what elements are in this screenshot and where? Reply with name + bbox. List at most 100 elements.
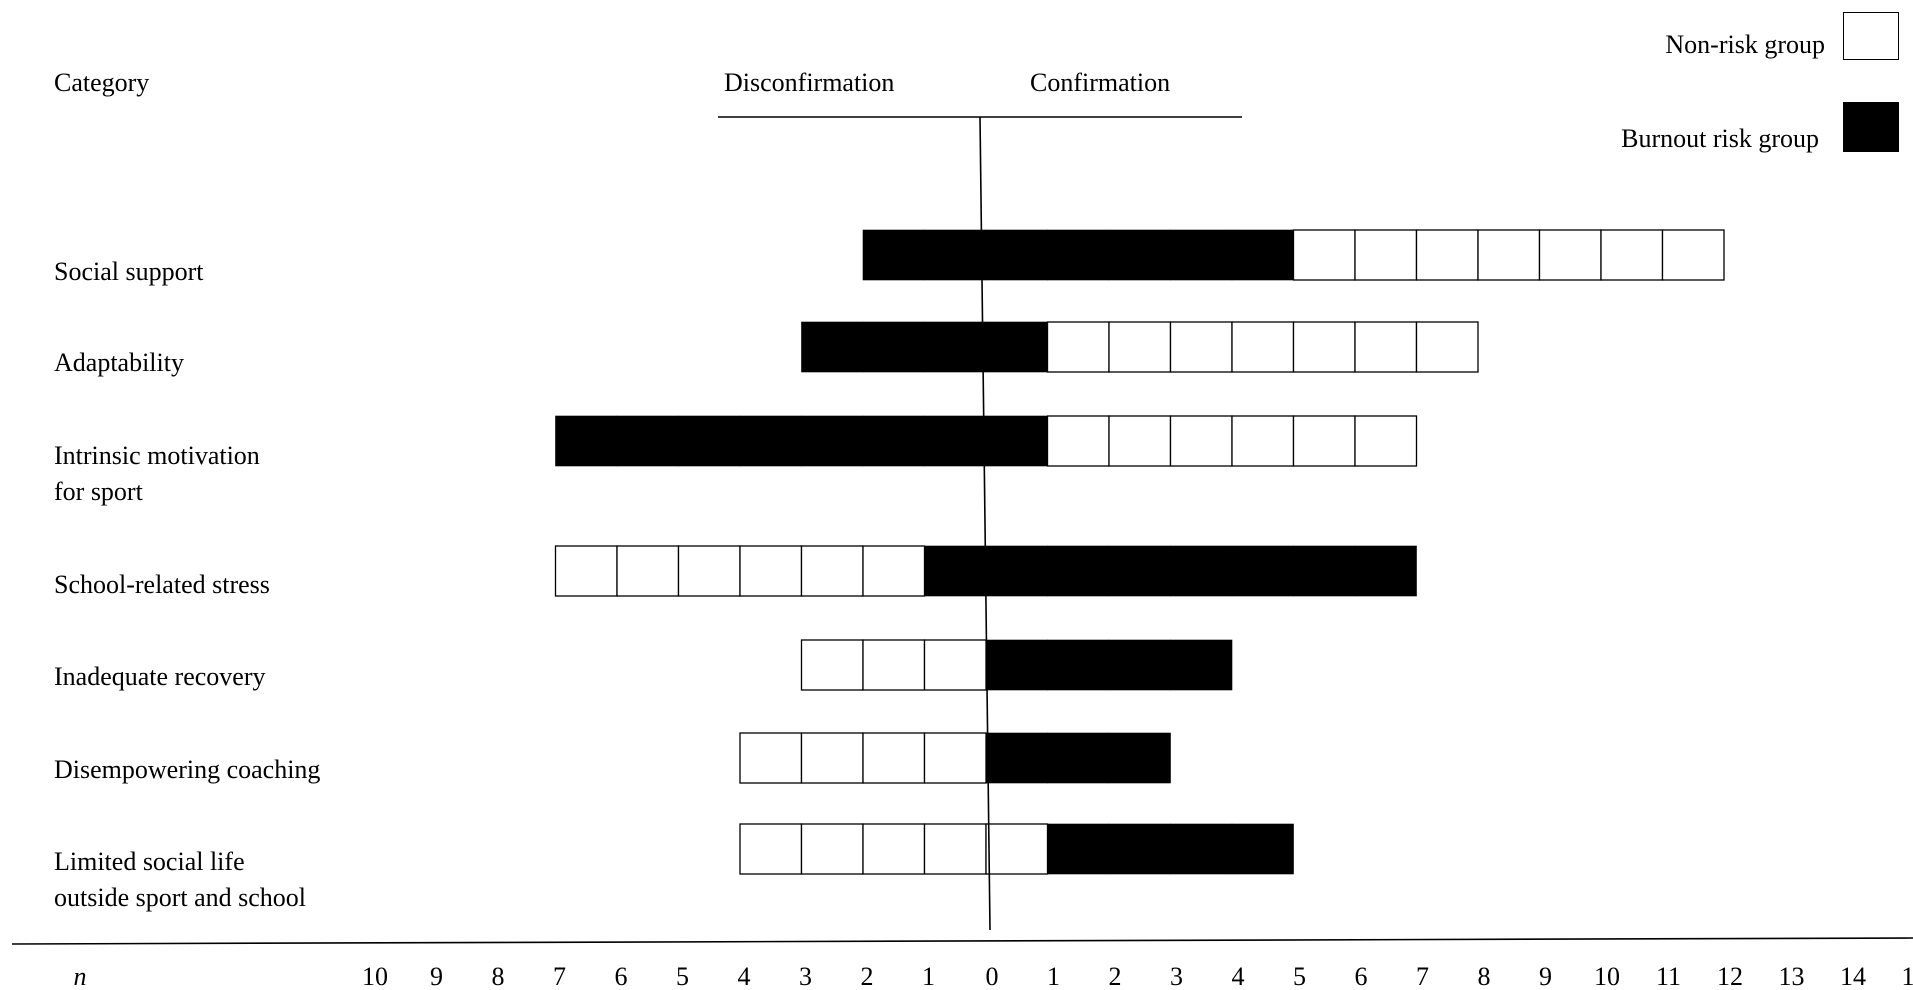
- bar-cell-burnout-risk: [985, 321, 1048, 373]
- bar-cell-non-risk: [739, 545, 803, 597]
- x-tick-label: 8: [1478, 962, 1491, 990]
- bar-cell-non-risk: [923, 823, 987, 875]
- bar-cell-non-risk: [923, 639, 987, 691]
- bar-cell-non-risk: [1108, 415, 1172, 467]
- bar-cell-burnout-risk: [924, 415, 987, 467]
- bar-cell-burnout-risk: [862, 229, 925, 281]
- bar-cell-burnout-risk: [1354, 545, 1417, 597]
- bar-cell-burnout-risk: [801, 415, 864, 467]
- bar-cell-non-risk: [739, 823, 803, 875]
- bar-cell-burnout-risk: [985, 229, 1048, 281]
- bar-cell-burnout-risk: [1047, 639, 1110, 691]
- bar-cell-non-risk: [862, 639, 926, 691]
- bar-cell-non-risk: [1415, 321, 1479, 373]
- bar-cell-burnout-risk: [1108, 545, 1171, 597]
- x-tick-label: 5: [676, 962, 689, 990]
- bar-cell-burnout-risk: [1293, 545, 1356, 597]
- legend-swatch-non-risk: [1843, 12, 1899, 60]
- bar-cell-non-risk: [985, 823, 1049, 875]
- legend-label-non-risk: Non-risk group: [1665, 30, 1825, 59]
- x-tick-label: 13: [1779, 962, 1805, 990]
- legend-swatch-burnout-risk: [1843, 102, 1899, 152]
- x-tick-label: 11: [1656, 962, 1681, 990]
- bar-cell-burnout-risk: [1108, 732, 1171, 784]
- bar-cell-non-risk: [1600, 229, 1664, 281]
- bar-cell-non-risk: [800, 732, 864, 784]
- x-tick-label: 0: [986, 962, 999, 990]
- x-tick-label: 1: [1047, 962, 1060, 990]
- bar-cell-non-risk: [677, 545, 741, 597]
- bar-cell-burnout-risk: [924, 545, 987, 597]
- bar-cell-burnout-risk: [1108, 823, 1171, 875]
- x-tick-label: 7: [553, 962, 566, 990]
- x-tick-label: 10: [362, 962, 388, 990]
- bar-cell-burnout-risk: [678, 415, 741, 467]
- bar-cell-burnout-risk: [1047, 229, 1110, 281]
- zero-line: [979, 116, 991, 931]
- bar-cell-burnout-risk: [616, 415, 679, 467]
- bar-cell-burnout-risk: [1047, 823, 1110, 875]
- bar-cell-burnout-risk: [1108, 229, 1171, 281]
- bar-cell-burnout-risk: [1047, 732, 1110, 784]
- x-tick-label: 8: [492, 962, 505, 990]
- bar-cell-non-risk: [800, 639, 864, 691]
- x-tick-label: 7: [1416, 962, 1429, 990]
- category-label-inadequate-recovery: Inadequate recovery: [54, 662, 266, 691]
- x-tick-label: 2: [1109, 962, 1122, 990]
- x-tick-label: 1: [922, 962, 935, 990]
- x-tick-label: 9: [1539, 962, 1552, 990]
- bar-cell-non-risk: [800, 823, 864, 875]
- category-label-intrinsic-motivation: Intrinsic motivation for sport: [54, 441, 260, 506]
- x-tick-label: 5: [1293, 962, 1306, 990]
- category-label-limited-social-life: Limited social life outside sport and sc…: [54, 847, 307, 912]
- bar-cell-burnout-risk: [1170, 823, 1233, 875]
- x-tick-label: 10: [1594, 962, 1620, 990]
- bar-cell-burnout-risk: [1108, 639, 1171, 691]
- bar-cell-non-risk: [1292, 229, 1356, 281]
- disconfirmation-label: Disconfirmation: [724, 68, 895, 97]
- x-tick-label: 14: [1840, 962, 1866, 990]
- bar-cell-non-risk: [1354, 321, 1418, 373]
- bar-cell-burnout-risk: [985, 415, 1048, 467]
- x-axis-line: [11, 937, 1913, 945]
- bar-cell-burnout-risk: [862, 321, 925, 373]
- category-label-school-stress: School-related stress: [54, 570, 270, 599]
- bar-cell-burnout-risk: [1047, 545, 1110, 597]
- x-tick-label: 4: [1232, 962, 1245, 990]
- bar-cell-non-risk: [1046, 321, 1110, 373]
- bar-cell-burnout-risk: [1231, 545, 1294, 597]
- bar-cell-non-risk: [862, 545, 926, 597]
- bar-cell-non-risk: [1661, 229, 1725, 281]
- bar-cell-non-risk: [1292, 321, 1356, 373]
- bar-cell-non-risk: [616, 545, 680, 597]
- category-label-adaptability: Adaptability: [54, 348, 184, 377]
- bar-cell-burnout-risk: [985, 732, 1048, 784]
- category-label-disempowering-coaching: Disempowering coaching: [54, 755, 321, 784]
- bar-cell-non-risk: [862, 823, 926, 875]
- bar-cell-burnout-risk: [739, 415, 802, 467]
- x-axis-label: n: [74, 962, 87, 990]
- bar-cell-non-risk: [1354, 229, 1418, 281]
- bar-cell-burnout-risk: [1231, 229, 1294, 281]
- bar-cell-burnout-risk: [1170, 229, 1233, 281]
- x-tick-label: 12: [1717, 962, 1743, 990]
- bar-cell-burnout-risk: [1170, 639, 1233, 691]
- bar-cell-non-risk: [1415, 229, 1479, 281]
- bar-cell-non-risk: [739, 732, 803, 784]
- category-label-social-support: Social support: [54, 257, 204, 286]
- bar-cell-non-risk: [862, 732, 926, 784]
- confirmation-label: Confirmation: [1030, 68, 1171, 97]
- bar-cell-burnout-risk: [985, 639, 1048, 691]
- bar-cell-burnout-risk: [862, 415, 925, 467]
- bar-cell-non-risk: [1108, 321, 1172, 373]
- bar-cell-non-risk: [554, 545, 618, 597]
- x-tick-label: 6: [615, 962, 628, 990]
- bar-cell-non-risk: [1169, 321, 1233, 373]
- bar-cell-burnout-risk: [924, 229, 987, 281]
- bar-cell-non-risk: [1292, 415, 1356, 467]
- x-tick-label: 9: [430, 962, 443, 990]
- bar-cell-burnout-risk: [985, 545, 1048, 597]
- bar-cell-burnout-risk: [801, 321, 864, 373]
- bar-cell-burnout-risk: [555, 415, 618, 467]
- bar-cell-burnout-risk: [924, 321, 987, 373]
